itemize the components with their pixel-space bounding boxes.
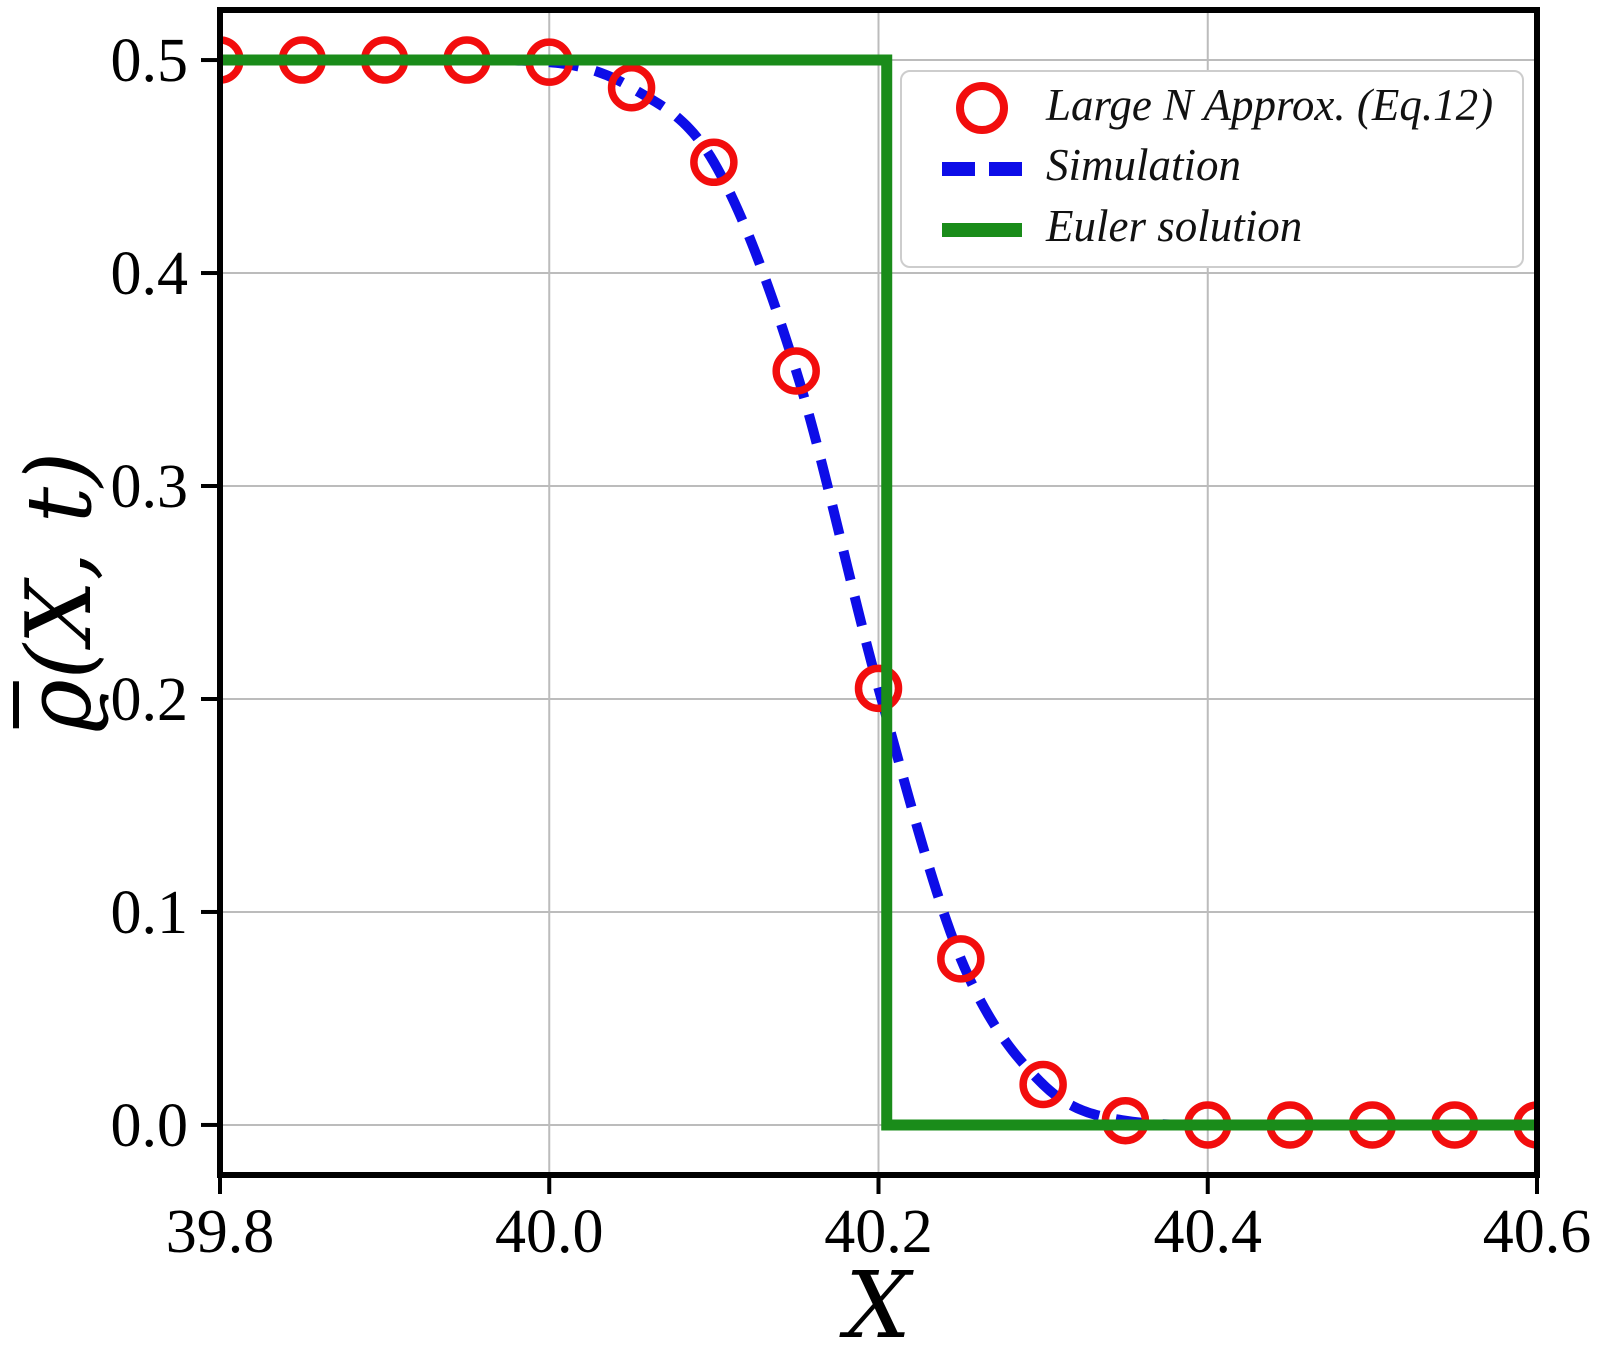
x-tick-label: 40.0 (495, 1198, 604, 1266)
x-tick-label: 40.4 (1154, 1198, 1263, 1266)
euler-step-line (220, 54, 1537, 1131)
legend-box: Large N Approx. (Eq.12) Simulation Euler… (900, 70, 1524, 268)
y-label-rho-bar: ϱ (7, 679, 112, 733)
legend-item-euler: Euler solution (902, 200, 1522, 260)
green-line-marker-icon (942, 222, 1022, 237)
y-axis-label: ϱ(X, t) (7, 452, 112, 733)
tick-labels: 39.8 40.0 40.2 40.4 40.6 0.0 0.1 0.2 0.3 0.4 0.5 (111, 27, 1592, 1266)
y-tick-label: 0.1 (111, 879, 189, 947)
x-axis-label: X (845, 1252, 911, 1353)
y-label-rest: (X, t) (7, 451, 112, 680)
blue-dash-marker-icon (942, 161, 1022, 176)
legend-item-simulation: Simulation (902, 139, 1522, 199)
y-tick-label: 0.4 (111, 240, 189, 308)
legend-label-large-n: Large N Approx. (Eq.12) (1046, 79, 1494, 130)
y-tick-label: 0.0 (111, 1092, 189, 1160)
y-tick-label: 0.5 (111, 27, 189, 95)
y-tick-label: 0.2 (111, 666, 189, 734)
plot-border (217, 7, 1540, 1178)
red-circle-marker-icon (956, 82, 1008, 135)
y-tick-label: 0.3 (111, 453, 189, 521)
legend-label-euler: Euler solution (1046, 201, 1303, 252)
x-tick-label: 39.8 (166, 1198, 275, 1266)
legend-label-simulation: Simulation (1046, 140, 1242, 191)
tick-marks (201, 58, 1539, 1194)
x-tick-label: 40.2 (824, 1198, 933, 1266)
x-tick-label: 40.6 (1483, 1198, 1592, 1266)
legend-item-large-n: Large N Approx. (Eq.12) (902, 78, 1522, 138)
